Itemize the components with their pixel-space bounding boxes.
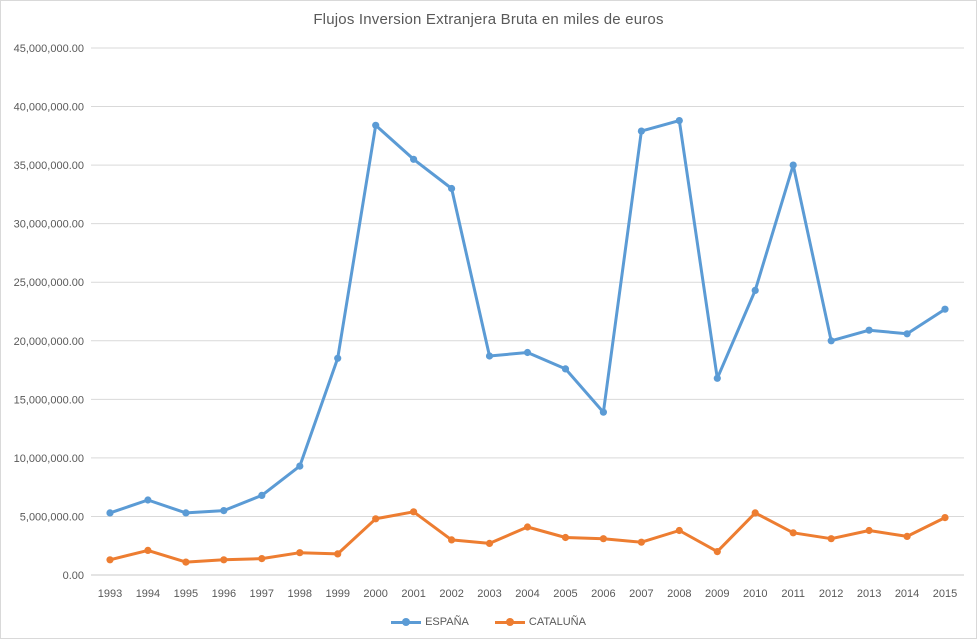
x-axis-tick-label: 2008: [667, 588, 691, 600]
data-point[interactable]: [903, 532, 911, 541]
data-point[interactable]: [523, 348, 532, 357]
y-axis-tick-label: 35,000,000.00: [14, 160, 84, 172]
y-axis-tick-label: 40,000,000.00: [14, 102, 84, 114]
data-point[interactable]: [296, 549, 304, 557]
data-point[interactable]: [258, 555, 266, 563]
data-point[interactable]: [448, 184, 456, 193]
data-point[interactable]: [713, 374, 721, 382]
x-axis-tick-label: 2014: [895, 588, 919, 600]
x-axis-tick-label: 1999: [325, 588, 349, 600]
x-axis-tick-label: 2007: [629, 588, 653, 600]
legend-label-espana: ESPAÑA: [425, 616, 469, 628]
data-point[interactable]: [561, 533, 570, 542]
x-axis-tick-label: 2005: [553, 588, 577, 600]
data-point[interactable]: [296, 462, 304, 470]
data-point[interactable]: [599, 408, 608, 416]
x-axis-tick-label: 2000: [363, 588, 387, 600]
data-point[interactable]: [941, 305, 949, 313]
y-axis-tick-label: 20,000,000.00: [14, 336, 84, 348]
x-axis-tick-label: 2013: [857, 588, 881, 600]
legend-label-cataluna: CATALUÑA: [528, 616, 586, 628]
series-line-1: [108, 510, 947, 564]
data-point[interactable]: [106, 556, 114, 564]
y-axis-tick-label: 15,000,000.00: [14, 394, 84, 406]
data-point[interactable]: [675, 117, 683, 125]
legend-item-espana[interactable]: ESPAÑA: [391, 616, 469, 628]
x-axis-tick-label: 2010: [743, 588, 767, 600]
y-axis-tick-label: 45,000,000.00: [14, 43, 84, 55]
data-point[interactable]: [751, 286, 759, 294]
x-axis-tick-label: 1993: [98, 588, 122, 600]
data-point[interactable]: [789, 161, 797, 169]
x-axis-tick-label: 2015: [933, 588, 957, 600]
data-point[interactable]: [372, 121, 380, 129]
data-point[interactable]: [182, 509, 190, 517]
data-point[interactable]: [903, 330, 911, 338]
data-point[interactable]: [865, 526, 873, 535]
data-point[interactable]: [220, 507, 228, 515]
y-axis-tick-label: 10,000,000.00: [14, 453, 84, 465]
data-point[interactable]: [713, 548, 721, 556]
data-point[interactable]: [182, 558, 190, 566]
x-axis-tick-label: 2012: [819, 588, 843, 600]
data-point[interactable]: [410, 508, 418, 516]
chart-title: Flujos Inversion Extranjera Bruta en mil…: [313, 11, 664, 28]
data-point[interactable]: [220, 556, 228, 564]
data-point[interactable]: [637, 538, 646, 546]
x-axis-tick-label: 1995: [174, 588, 198, 600]
x-axis-tick-label: 2001: [401, 588, 425, 600]
espana-line-marker-icon: [391, 620, 422, 624]
x-axis-tick-label: 1994: [136, 588, 160, 600]
x-axis-tick-label: 2003: [477, 588, 501, 600]
data-point[interactable]: [334, 354, 342, 362]
x-axis-tick-label: 2002: [439, 588, 463, 600]
data-point[interactable]: [258, 491, 266, 499]
data-point[interactable]: [675, 526, 683, 535]
data-point[interactable]: [523, 523, 532, 531]
data-point[interactable]: [789, 529, 797, 537]
y-axis-tick-label: 0.00: [63, 570, 84, 582]
data-point[interactable]: [144, 546, 152, 555]
data-point[interactable]: [827, 535, 835, 543]
data-point[interactable]: [144, 496, 152, 504]
data-point[interactable]: [599, 535, 608, 543]
y-axis-tick-label: 5,000,000.00: [20, 511, 84, 523]
data-point[interactable]: [485, 352, 494, 360]
x-axis-tick-label: 2006: [591, 588, 615, 600]
x-axis-tick-label: 2011: [781, 588, 805, 600]
series-line-0: [108, 119, 947, 515]
y-axis-tick-label: 25,000,000.00: [14, 277, 84, 289]
legend-item-cataluna[interactable]: CATALUÑA: [494, 616, 586, 628]
data-point[interactable]: [485, 539, 494, 548]
x-axis-tick-label: 2004: [515, 588, 539, 600]
data-point[interactable]: [106, 509, 114, 517]
data-point[interactable]: [941, 514, 949, 522]
data-point[interactable]: [372, 515, 380, 523]
legend: ESPAÑA CATALUÑA: [1, 616, 976, 628]
x-axis-tick-label: 1996: [212, 588, 236, 600]
x-axis-tick-label: 2009: [705, 588, 729, 600]
data-point[interactable]: [827, 337, 835, 345]
cataluna-line-marker-icon: [494, 620, 525, 624]
y-axis-tick-label: 30,000,000.00: [14, 219, 84, 231]
data-point[interactable]: [410, 155, 418, 163]
data-point[interactable]: [561, 365, 570, 373]
data-point[interactable]: [448, 536, 456, 544]
data-point[interactable]: [751, 509, 759, 517]
x-axis-tick-label: 1998: [288, 588, 312, 600]
data-point[interactable]: [637, 127, 646, 135]
x-axis-tick-label: 1997: [250, 588, 274, 600]
data-point[interactable]: [334, 550, 342, 558]
data-point[interactable]: [865, 326, 873, 334]
